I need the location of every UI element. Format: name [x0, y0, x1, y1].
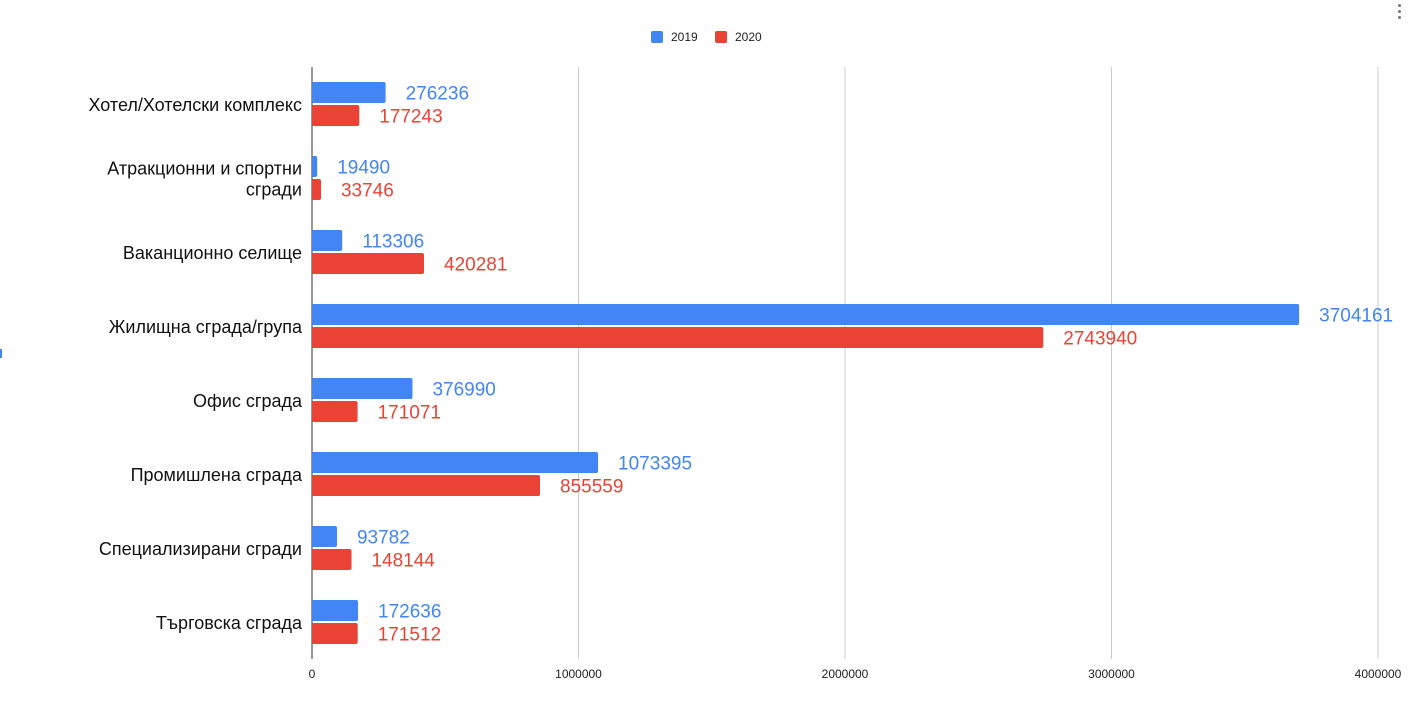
x-tick-label: 4000000 — [1355, 667, 1402, 681]
data-label: 1073395 — [618, 454, 692, 475]
data-label: 376990 — [432, 380, 495, 401]
data-label: 420281 — [444, 255, 507, 276]
category-label: Търговска сграда — [156, 613, 303, 633]
data-label: 148144 — [371, 551, 435, 572]
x-tick-label: 2000000 — [822, 667, 869, 681]
legend-swatch — [715, 31, 727, 43]
legend-swatch — [651, 31, 663, 43]
more-options-icon[interactable] — [1396, 4, 1402, 20]
bar-2019 — [312, 452, 599, 473]
x-tick-label: 3000000 — [1088, 667, 1135, 681]
bar-2020 — [312, 623, 358, 644]
bar-2020 — [312, 401, 358, 422]
bar-2019 — [312, 304, 1300, 325]
bar-2020 — [312, 549, 352, 570]
edge-marker — [0, 349, 2, 358]
data-label: 171071 — [378, 403, 441, 424]
data-label: 177243 — [379, 107, 442, 128]
legend-label: 2020 — [735, 30, 762, 44]
bar-2019 — [312, 526, 337, 547]
data-label: 171512 — [378, 625, 441, 646]
category-label: Ваканционно селище — [123, 243, 302, 263]
data-label: 3704161 — [1319, 306, 1393, 327]
legend-label: 2019 — [671, 30, 698, 44]
bar-2020 — [312, 253, 425, 274]
x-tick-label: 0 — [309, 667, 316, 681]
bar-2020 — [312, 475, 541, 496]
category-label: сгради — [246, 180, 302, 200]
x-tick-label: 1000000 — [555, 667, 602, 681]
data-label: 2743940 — [1063, 329, 1137, 350]
data-label: 276236 — [406, 84, 469, 105]
category-label: Жилищна сграда/група — [109, 317, 303, 337]
bar-2020 — [312, 179, 321, 200]
bar-2019 — [312, 156, 318, 177]
data-label: 172636 — [378, 602, 441, 623]
category-label: Промишлена сграда — [131, 465, 303, 485]
bar-2019 — [312, 600, 359, 621]
bar-2019 — [312, 378, 413, 399]
data-label: 33746 — [341, 181, 394, 202]
category-label: Офис сграда — [193, 391, 303, 411]
data-label: 113306 — [362, 232, 424, 253]
category-label: Специализирани сгради — [99, 539, 302, 559]
bar-2019 — [312, 82, 386, 103]
category-label: Хотел/Хотелски комплекс — [89, 95, 303, 115]
category-label: Атракционни и спортни — [107, 159, 302, 179]
bar-2020 — [312, 105, 360, 126]
data-label: 855559 — [560, 477, 623, 498]
bar-2019 — [312, 230, 343, 251]
bar-2020 — [312, 327, 1044, 348]
data-label: 19490 — [337, 158, 390, 179]
data-label: 93782 — [357, 528, 410, 549]
